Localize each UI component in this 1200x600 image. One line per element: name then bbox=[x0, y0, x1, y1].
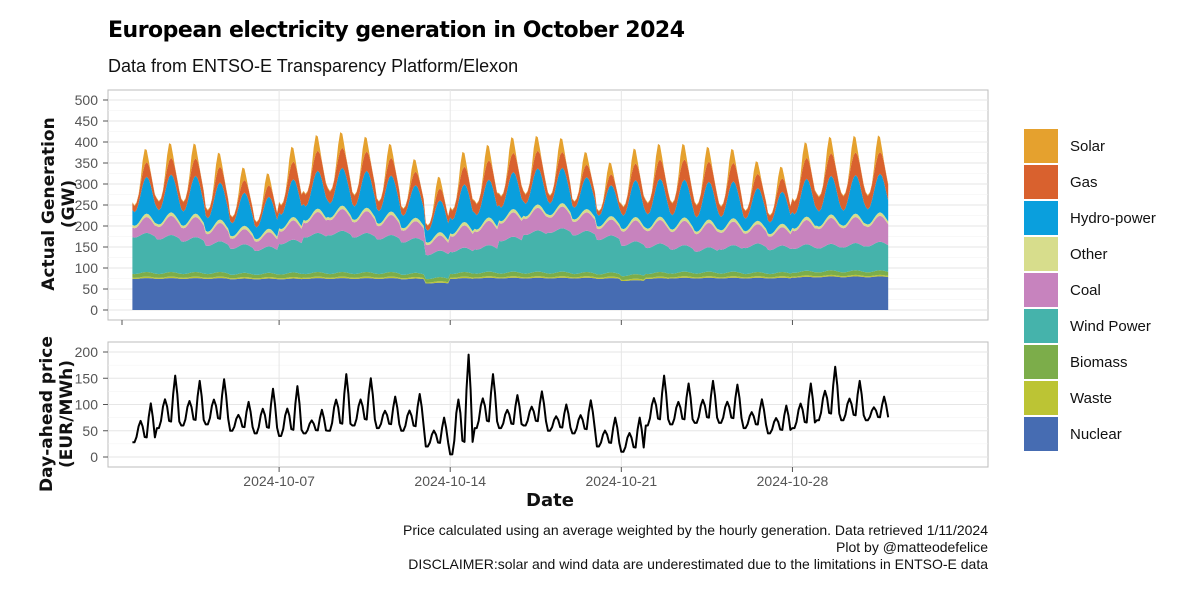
generation-y-tick-label: 0 bbox=[90, 302, 98, 318]
price-line bbox=[132, 353, 890, 456]
legend-label: Coal bbox=[1070, 281, 1101, 299]
legend-swatch bbox=[1024, 273, 1058, 307]
generation-y-tick-label: 200 bbox=[75, 218, 99, 234]
generation-y-tick-label: 150 bbox=[75, 239, 99, 255]
legend-item-nuclear: Nuclear bbox=[1024, 416, 1156, 452]
legend-item-wind-power: Wind Power bbox=[1024, 308, 1156, 344]
generation-y-tick-label: 250 bbox=[75, 197, 99, 213]
generation-y-tick-label: 100 bbox=[75, 260, 99, 276]
price-y-tick-label: 150 bbox=[75, 370, 99, 386]
area-series-gas bbox=[132, 147, 889, 231]
area-series-biomass bbox=[132, 270, 889, 283]
area-series-solar bbox=[132, 132, 889, 226]
chart-subtitle: Data from ENTSO-E Transparency Platform/… bbox=[108, 56, 519, 76]
legend-swatch bbox=[1024, 201, 1058, 235]
area-series-other bbox=[132, 203, 889, 246]
area-series-coal bbox=[132, 206, 889, 256]
legend-item-other: Other bbox=[1024, 236, 1156, 272]
caption-line-2: Plot by @matteodefelice bbox=[836, 539, 988, 555]
generation-y-tick-label: 400 bbox=[75, 134, 99, 150]
legend-swatch bbox=[1024, 129, 1058, 163]
legend-swatch bbox=[1024, 417, 1058, 451]
area-series-hydro-power bbox=[132, 167, 889, 243]
legend-label: Gas bbox=[1070, 173, 1098, 191]
legend-item-coal: Coal bbox=[1024, 272, 1156, 308]
area-series-waste bbox=[132, 274, 889, 284]
x-tick-label: 2024-10-28 bbox=[757, 473, 829, 489]
legend-swatch bbox=[1024, 309, 1058, 343]
legend-label: Hydro-power bbox=[1070, 209, 1156, 227]
area-series-nuclear bbox=[132, 276, 889, 310]
legend-item-solar: Solar bbox=[1024, 128, 1156, 164]
legend-swatch bbox=[1024, 237, 1058, 271]
area-series-wind-power bbox=[132, 228, 889, 280]
caption-line-3: DISCLAIMER:solar and wind data are under… bbox=[408, 556, 988, 572]
caption-line-1: Price calculated using an average weight… bbox=[402, 522, 988, 538]
x-axis-label: Date bbox=[526, 490, 574, 511]
legend-label: Other bbox=[1070, 245, 1108, 263]
legend-label: Biomass bbox=[1070, 353, 1128, 371]
price-y-tick-label: 100 bbox=[75, 397, 99, 413]
legend-swatch bbox=[1024, 345, 1058, 379]
x-tick-label: 2024-10-21 bbox=[586, 473, 658, 489]
x-tick-label: 2024-10-07 bbox=[243, 473, 315, 489]
generation-y-tick-label: 500 bbox=[75, 92, 99, 108]
price-y-tick-label: 0 bbox=[90, 449, 98, 465]
legend-swatch bbox=[1024, 165, 1058, 199]
legend-item-waste: Waste bbox=[1024, 380, 1156, 416]
legend: Solar Gas Hydro-power Other Coal Wind Power Bi… bbox=[1024, 128, 1156, 452]
chart-title: European electricity generation in Octob… bbox=[108, 18, 685, 43]
legend-item-biomass: Biomass bbox=[1024, 344, 1156, 380]
price-y-tick-label: 50 bbox=[82, 423, 98, 439]
legend-item-gas: Gas bbox=[1024, 164, 1156, 200]
legend-label: Wind Power bbox=[1070, 317, 1151, 335]
generation-y-tick-label: 50 bbox=[82, 281, 98, 297]
legend-item-hydro-power: Hydro-power bbox=[1024, 200, 1156, 236]
generation-y-tick-label: 350 bbox=[75, 155, 99, 171]
generation-y-tick-label: 450 bbox=[75, 113, 99, 129]
generation-y-tick-label: 300 bbox=[75, 176, 99, 192]
x-tick-label: 2024-10-14 bbox=[414, 473, 486, 489]
legend-label: Nuclear bbox=[1070, 425, 1122, 443]
chart-caption: Price calculated using an average weight… bbox=[403, 522, 988, 573]
legend-label: Waste bbox=[1070, 389, 1112, 407]
legend-label: Solar bbox=[1070, 137, 1106, 155]
price-y-tick-label: 200 bbox=[75, 344, 99, 360]
legend-swatch bbox=[1024, 381, 1058, 415]
